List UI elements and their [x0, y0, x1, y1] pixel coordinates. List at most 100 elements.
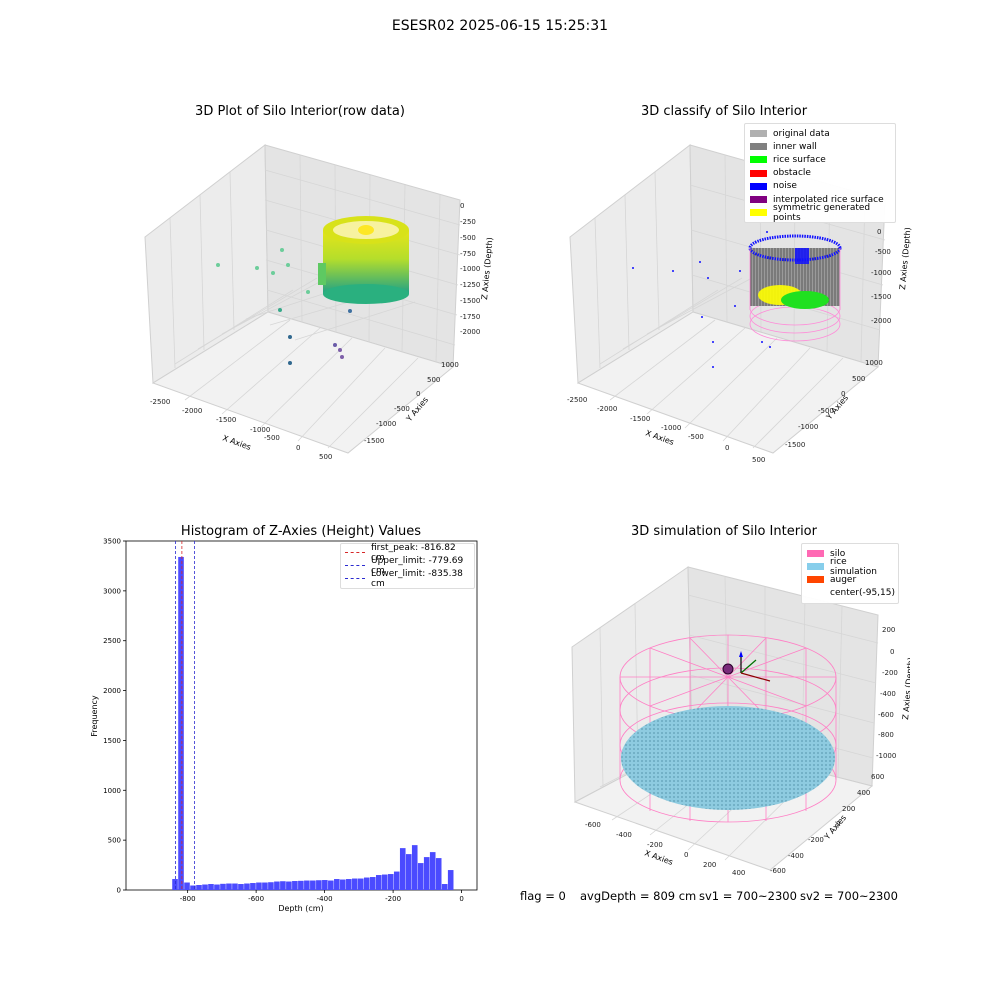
plot4-3d-axes: -600 -400 -200 0 200 400 X Axies 600 400…: [571, 566, 910, 877]
plot4-ztick: -800: [878, 731, 894, 739]
legend-item-lower-limit: Lower_limit: -835.38 cm: [345, 569, 470, 589]
plot4-xtick: -400: [616, 831, 632, 839]
plot1-xtick: -1000: [250, 426, 270, 434]
plot2-zlabel: Z Axies (Depth): [898, 227, 912, 290]
hist-bar: [292, 881, 298, 890]
plot4-ytick: -400: [788, 852, 804, 860]
hist-bar: [286, 881, 292, 890]
plot1-xtick: -2500: [150, 398, 170, 406]
plot4-legend: silo rice simulation auger center(-95,15…: [801, 543, 899, 604]
plot4-ztick: 200: [882, 626, 895, 634]
legend-swatch: [807, 576, 824, 584]
plot4-ztick: -600: [878, 711, 894, 719]
plot1-ztick: -250: [460, 218, 476, 226]
plot1-xtick: -500: [264, 434, 280, 442]
plot1-ztick: -500: [460, 234, 476, 242]
plot2-ytick: -500: [818, 407, 834, 415]
hist-bar: [256, 882, 262, 890]
plot1-ztick: 0: [460, 202, 464, 210]
hist-bar: [226, 883, 232, 890]
hist-bar: [417, 863, 424, 890]
figure-title: ESESR02 2025-06-15 15:25:31: [391, 18, 609, 34]
legend-item-auger: auger: [807, 573, 893, 586]
hist-bar: [399, 848, 406, 890]
legend-swatch: [750, 156, 767, 164]
hist-bar: [250, 883, 256, 890]
hist-bar: [322, 880, 328, 890]
legend-label: noise: [773, 181, 797, 192]
plot2-ytick: 0: [841, 390, 845, 398]
hist-bar: [387, 874, 394, 890]
legend-label: auger: [830, 574, 857, 585]
hist-ytick-label: 2500: [103, 637, 121, 645]
hist-bar: [268, 882, 274, 890]
hist-bar: [328, 880, 334, 890]
legend-swatch: [807, 563, 824, 571]
hist-vlines: [175, 541, 195, 890]
plot2-floor-pane: [576, 311, 880, 454]
plot1-ytick: 1000: [441, 361, 459, 369]
hist-ytick-label: 2000: [103, 687, 121, 695]
sv1-status: sv1 = 700~2300: [699, 889, 797, 903]
hist-bar: [190, 885, 196, 890]
plot1-xtick: 0: [296, 444, 300, 452]
hist-bar: [358, 878, 364, 890]
plot2-xtick: -1500: [630, 415, 650, 423]
legend-label: first_peak: -816.82 cm: [371, 542, 456, 563]
hist-bar: [441, 884, 448, 890]
flag-status: flag = 0: [520, 889, 566, 903]
plot4-ytick: 200: [842, 805, 855, 813]
plot2-xtick: -1000: [661, 424, 681, 432]
plot2-legend: original data inner wall rice surface ob…: [744, 123, 896, 224]
hist-bar: [184, 882, 190, 890]
hist-bar: [262, 882, 268, 890]
legend-label: symmetric generated points: [773, 202, 871, 223]
hist-bar: [214, 884, 220, 890]
plot2-xtick: -2000: [597, 405, 617, 413]
hist-legend: first_peak: -816.82 cm Upper_limit: -779…: [340, 543, 475, 589]
plot1-ytick: 0: [416, 390, 420, 398]
hist-bars: [172, 556, 454, 890]
hist-ytick-label: 1500: [103, 737, 121, 745]
hist-bar: [435, 858, 442, 890]
hist-bar: [208, 884, 214, 890]
legend-item-inner-wall: inner wall: [750, 140, 890, 153]
hist-ytick-label: 0: [117, 887, 121, 895]
plot1-outlier-points: [216, 248, 352, 365]
plot2-ztick: -1000: [871, 269, 891, 277]
legend-label: interpolated rice surface: [773, 194, 884, 205]
plot2-xtick: -2500: [567, 396, 587, 404]
plot1-ytick: -1000: [376, 420, 396, 428]
plot1-floor-pane: [151, 311, 455, 454]
plot2-xtick: -500: [688, 433, 704, 441]
plot1-ztick: -1000: [460, 265, 480, 273]
hist-xtick-label: -800: [180, 895, 196, 903]
legend-line: [345, 552, 365, 554]
legend-line: [345, 578, 365, 580]
hist-bar: [202, 884, 208, 890]
legend-label: Lower_limit: -835.38 cm: [371, 568, 463, 589]
hist-bar: [375, 875, 382, 890]
legend-label: rice simulation: [830, 556, 877, 577]
legend-item-upper-limit: Upper_limit: -779.69 cm: [345, 556, 470, 576]
legend-label: inner wall: [773, 141, 817, 152]
plot2-ytick: 1000: [865, 359, 883, 367]
plot2-ytick: 500: [852, 375, 865, 383]
plot1-zticks: 0 -250 -500 -750 -1000 -1250 -1500 -1750…: [460, 202, 480, 336]
legend-item-first-peak: first_peak: -816.82 cm: [345, 543, 470, 563]
plot4-xtick: -600: [585, 821, 601, 829]
hist-bar: [405, 854, 412, 890]
legend-item-interpolated: interpolated rice surface: [750, 193, 890, 206]
hist-bar: [447, 870, 454, 890]
plot2-title: 3D classify of Silo Interior: [640, 104, 808, 119]
plot4-auger: [722, 651, 771, 682]
hist-bar: [178, 556, 184, 890]
legend-swatch: [750, 209, 767, 217]
legend-item-symmetric: symmetric generated points: [750, 203, 890, 223]
plot1-ytick: 500: [427, 376, 440, 384]
plot4-ytick: -200: [808, 836, 824, 844]
plot2-xtick: 0: [725, 444, 729, 452]
legend-item-center: center(-95,15): [807, 587, 895, 600]
avg-depth-status: avgDepth = 809 cm: [580, 889, 697, 903]
hist-title: Histogram of Z-Axies (Height) Values: [180, 524, 422, 539]
